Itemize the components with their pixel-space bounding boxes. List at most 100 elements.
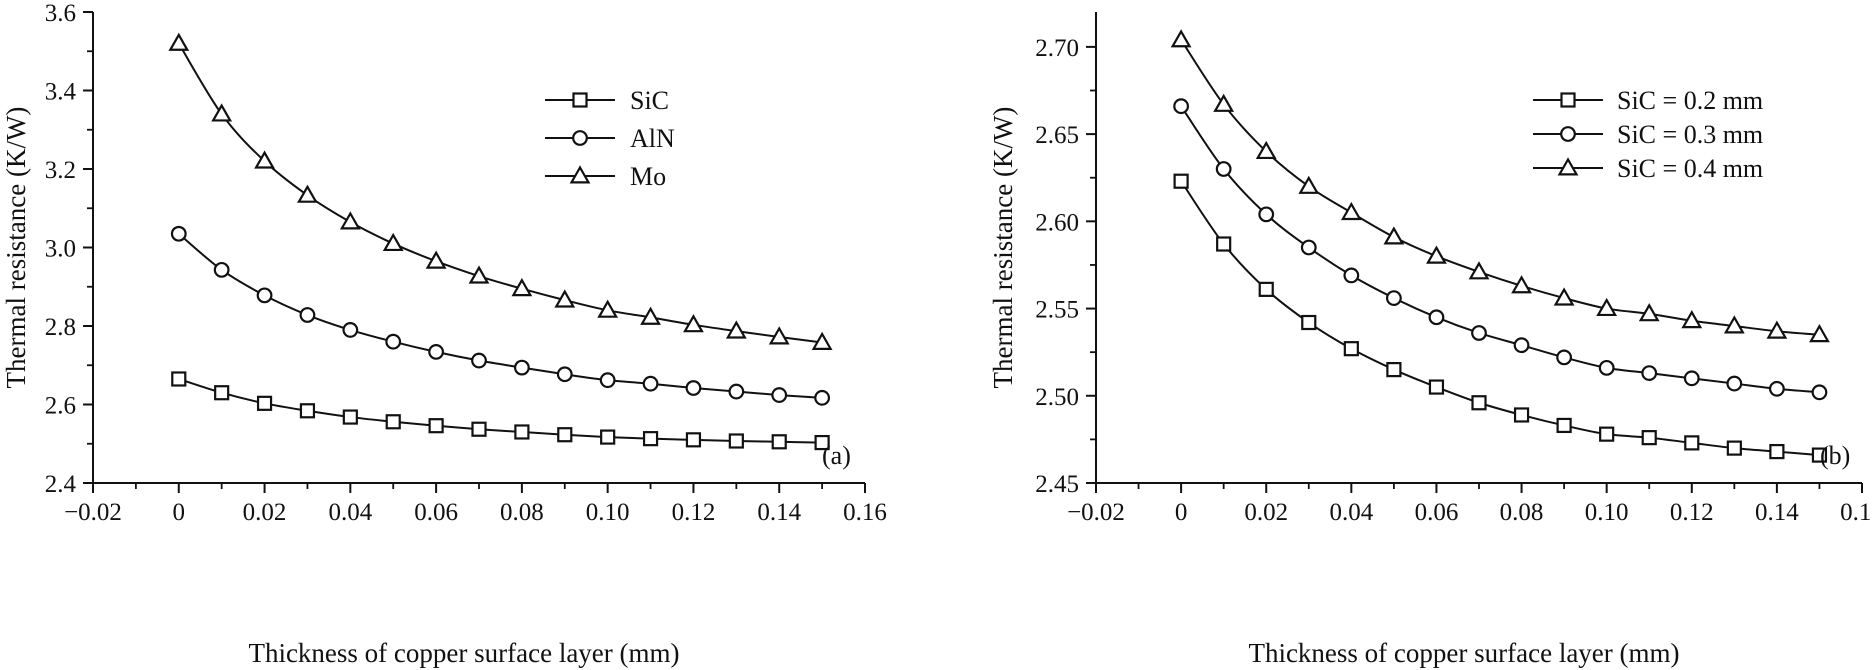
x-tick-label: 0.16 — [1840, 499, 1872, 526]
data-point — [1811, 384, 1828, 401]
data-point — [642, 431, 659, 447]
x-tick-label: 0.02 — [243, 499, 287, 526]
series-aln — [170, 225, 831, 406]
data-point — [1726, 440, 1742, 456]
data-point — [1769, 444, 1785, 460]
y-axis-label: Thermal resistance (K/W) — [988, 107, 1018, 389]
y-tick-label: 3.6 — [45, 0, 76, 27]
series-line — [178, 378, 823, 444]
data-point — [382, 232, 404, 252]
data-point — [1428, 379, 1445, 395]
data-point — [1556, 417, 1572, 434]
data-point — [1385, 290, 1402, 306]
data-point — [1173, 98, 1190, 115]
legend-entry: Mo — [545, 162, 666, 191]
x-tick-label: −0.02 — [64, 499, 122, 526]
data-point — [1300, 239, 1317, 256]
data-point — [254, 150, 275, 169]
x-axis-label: Thickness of copper surface layer (mm) — [248, 638, 679, 668]
data-point — [554, 289, 576, 308]
x-tick-label: −0.02 — [1067, 499, 1125, 526]
legend-label: AlN — [630, 124, 675, 153]
data-point — [214, 385, 230, 401]
data-point — [771, 387, 788, 403]
x-tick-label: 0.12 — [1670, 499, 1714, 526]
data-point — [211, 103, 233, 122]
data-point — [597, 299, 619, 318]
x-tick-label: 0.02 — [1244, 499, 1288, 526]
x-tick-label: 0 — [1175, 499, 1188, 526]
panel-b: −0.02 0 0.02 0.04 0.06 0.08 0.10 0.12 0.14 0.16 2.… — [988, 12, 1872, 668]
data-point — [600, 429, 616, 445]
data-point — [1596, 297, 1618, 317]
data-point — [1258, 281, 1274, 297]
data-point — [683, 314, 704, 333]
data-point — [1681, 310, 1703, 329]
data-point — [213, 261, 230, 278]
data-point — [168, 32, 190, 51]
data-point — [1216, 236, 1232, 252]
data-point — [1513, 337, 1530, 354]
data-point — [557, 427, 573, 443]
data-point — [1511, 275, 1532, 294]
data-point — [1766, 320, 1788, 339]
data-point — [728, 383, 745, 400]
data-point — [1386, 362, 1402, 378]
data-point — [468, 265, 490, 284]
data-point — [814, 389, 831, 406]
data-point — [1598, 359, 1615, 376]
data-point — [1213, 93, 1235, 112]
data-point — [171, 371, 187, 387]
x-tick-label: 0.12 — [672, 499, 716, 526]
data-point — [1726, 375, 1743, 392]
data-point — [299, 403, 316, 419]
data-point — [1811, 447, 1828, 463]
x-tick-label: 0.06 — [1415, 499, 1459, 526]
data-point — [1683, 370, 1700, 387]
data-point — [1343, 267, 1360, 284]
legend-marker — [572, 92, 588, 108]
data-point — [1556, 349, 1573, 366]
data-point — [1641, 430, 1657, 446]
data-point — [1173, 173, 1189, 189]
x-tick-label: 0.06 — [414, 499, 458, 526]
data-point — [514, 424, 530, 440]
panel-label: (b) — [1820, 441, 1850, 470]
x-tick-label: 0.08 — [500, 499, 544, 526]
series-sic-0-4-mm — [1170, 29, 1830, 343]
data-point — [1298, 175, 1320, 194]
data-point — [299, 307, 316, 323]
legend-label: SiC = 0.4 mm — [1617, 154, 1763, 183]
data-point — [599, 372, 616, 389]
legend-label: Mo — [630, 162, 666, 191]
data-point — [339, 211, 361, 230]
series-line — [178, 232, 823, 399]
data-point — [342, 322, 359, 338]
y-tick-label: 3.4 — [45, 79, 77, 106]
data-point — [1553, 287, 1575, 306]
y-tick-label: 3.2 — [45, 157, 76, 184]
data-point — [170, 225, 187, 242]
legend-entry: SiC — [545, 86, 669, 115]
y-tick-label: 2.50 — [1035, 384, 1079, 411]
series-sic-0-2-mm — [1173, 173, 1828, 463]
x-axis-label: Thickness of copper surface layer (mm) — [1248, 638, 1679, 668]
series-sic-0-3-mm — [1173, 98, 1828, 401]
x-tick-label: 0.04 — [328, 499, 372, 526]
data-point — [471, 421, 487, 437]
data-point — [1340, 201, 1362, 221]
x-tick-label: 0.08 — [1500, 499, 1544, 526]
data-point — [428, 418, 444, 434]
legend-entry: AlN — [545, 124, 675, 153]
legend-marker — [1560, 92, 1576, 108]
panel-label: (a) — [822, 441, 851, 470]
legend-label: SiC — [630, 86, 669, 115]
data-point — [1471, 325, 1487, 341]
legend-marker — [572, 130, 588, 146]
data-point — [1343, 341, 1359, 357]
data-point — [1170, 29, 1192, 48]
panel-a: −0.02 0 0.02 0.04 0.06 0.08 0.10 0.12 0.14 0.16 2.… — [1, 0, 887, 668]
data-point — [640, 306, 661, 325]
x-tick-label: 0.14 — [1755, 499, 1799, 526]
